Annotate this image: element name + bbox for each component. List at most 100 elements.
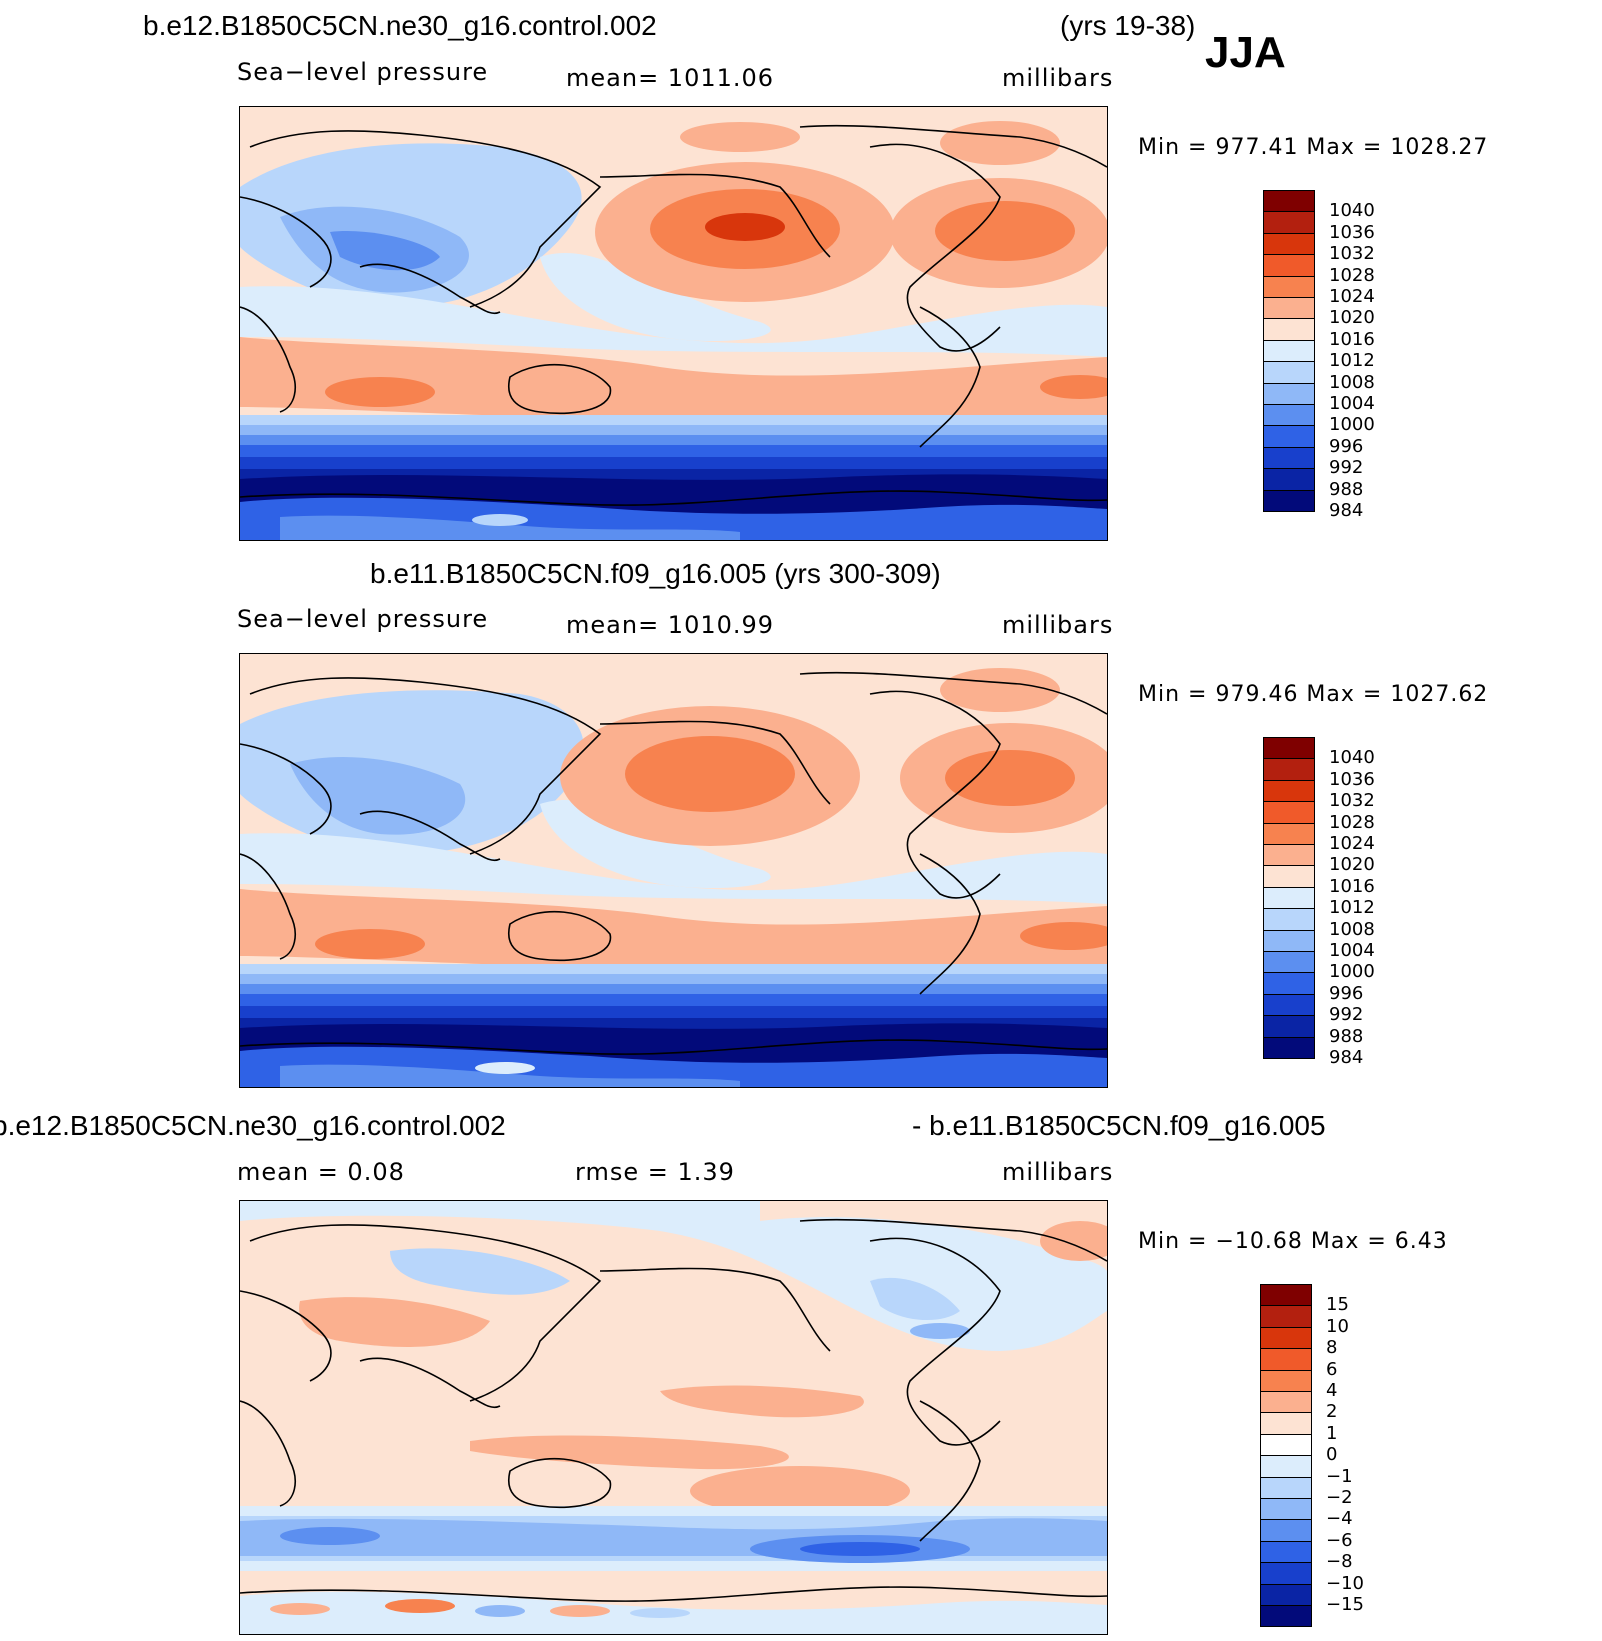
colorbar-swatch (1263, 844, 1315, 867)
colorbar-label: 988 (1329, 478, 1364, 500)
colorbar-swatch (1260, 1433, 1312, 1457)
colorbar-swatch (1263, 865, 1315, 888)
colorbar-label: 1036 (1329, 768, 1375, 790)
colorbar-swatch (1263, 779, 1315, 803)
panel1-map-field (240, 107, 1107, 540)
panel3-rmse: rmse = 1.39 (575, 1158, 735, 1186)
colorbar-label: 1012 (1329, 897, 1375, 919)
panel1-years: (yrs 19-38) (1060, 10, 1196, 41)
colorbar-swatch (1260, 1605, 1312, 1628)
colorbar-label: 1 (1326, 1422, 1338, 1444)
colorbar-swatch (1260, 1455, 1312, 1478)
panel2-variable: Sea−level pressure (237, 605, 489, 633)
colorbar-label: 984 (1329, 500, 1364, 521)
panel3-title-left: b.e12.B1850C5CN.ne30_g16.control.002 (0, 1110, 506, 1141)
colorbar-label: 1024 (1329, 286, 1375, 307)
colorbar-swatch (1260, 1348, 1312, 1371)
colorbar-swatch (1263, 489, 1315, 512)
panel3-map-field (240, 1201, 1107, 1634)
colorbar-label: 1020 (1329, 854, 1375, 876)
panel1-title: b.e12.B1850C5CN.ne30_g16.control.002 (143, 10, 657, 41)
panel2-title: b.e11.B1850C5CN.f09_g16.005 (yrs 300-309… (370, 558, 941, 589)
panel2-units: millibars (1002, 611, 1114, 639)
panel3-units: millibars (1002, 1158, 1114, 1186)
colorbar-label: 984 (1329, 1047, 1364, 1068)
colorbar-label: 1028 (1329, 264, 1375, 286)
colorbar-label: 1036 (1329, 221, 1375, 243)
colorbar-swatch (1263, 886, 1315, 910)
colorbar-swatch (1263, 254, 1315, 277)
colorbar-swatch (1263, 297, 1315, 320)
colorbar-swatch (1263, 822, 1315, 845)
colorbar-label: 1040 (1329, 200, 1375, 222)
colorbar-label: 4 (1326, 1380, 1338, 1401)
panel1-units: millibars (1002, 64, 1114, 92)
colorbar-swatch (1263, 951, 1315, 974)
panel2-map (239, 653, 1108, 1088)
colorbar-swatch (1260, 1412, 1312, 1435)
colorbar-label: 15 (1326, 1294, 1349, 1316)
colorbar-label: 8 (1326, 1337, 1338, 1359)
colorbar-label: 1008 (1329, 918, 1375, 940)
colorbar-label: −1 (1326, 1465, 1353, 1487)
colorbar-label: 1040 (1329, 747, 1375, 769)
panel3-map (239, 1200, 1108, 1635)
colorbar-label: 1024 (1329, 833, 1375, 854)
colorbar-swatch (1260, 1391, 1312, 1414)
colorbar-label: 10 (1326, 1315, 1349, 1337)
panel1-colorbar: 1040 1036 1032 1028 1024 1020 1016 1012 1008 1004… (1263, 190, 1383, 532)
colorbar-swatch (1260, 1305, 1312, 1328)
colorbar-label: −4 (1326, 1508, 1353, 1530)
colorbar-label: 1012 (1329, 350, 1375, 372)
colorbar-swatch (1263, 361, 1315, 384)
colorbar-label: 992 (1329, 457, 1364, 479)
colorbar-swatch (1263, 972, 1315, 995)
colorbar-label: −10 (1326, 1572, 1364, 1594)
colorbar-label: 996 (1329, 982, 1364, 1004)
colorbar-swatch (1260, 1476, 1312, 1499)
colorbar-swatch (1260, 1562, 1312, 1585)
panel1-map (239, 106, 1108, 541)
panel2-colorbar: 1040 1036 1032 1028 1024 1020 1016 1012 1008 1004… (1263, 737, 1383, 1079)
panel2-map-field (240, 654, 1107, 1087)
colorbar-swatch (1263, 275, 1315, 298)
colorbar-label: 1004 (1329, 940, 1375, 961)
colorbar-label: 1032 (1329, 790, 1375, 812)
colorbar-swatch (1263, 318, 1315, 341)
colorbar-label: 1004 (1329, 393, 1375, 414)
colorbar-swatch (1263, 404, 1315, 427)
colorbar-swatch (1263, 993, 1315, 1017)
colorbar-label: 2 (1326, 1401, 1338, 1423)
colorbar-swatch (1263, 211, 1315, 234)
colorbar-swatch (1260, 1519, 1312, 1542)
colorbar-label: 988 (1329, 1025, 1364, 1047)
colorbar-label: 1000 (1329, 961, 1375, 983)
colorbar-label: −6 (1326, 1529, 1353, 1551)
colorbar-label: 1016 (1329, 328, 1375, 350)
colorbar-label: 996 (1329, 435, 1364, 457)
colorbar-swatch (1263, 1015, 1315, 1038)
colorbar-swatch (1263, 908, 1315, 931)
colorbar-swatch (1260, 1284, 1312, 1307)
colorbar-swatch (1263, 232, 1315, 256)
panel1-variable: Sea−level pressure (237, 58, 489, 86)
colorbar-swatch (1260, 1498, 1312, 1521)
panel3-minmax: Min = −10.68 Max = 6.43 (1138, 1229, 1448, 1254)
colorbar-label: −8 (1326, 1551, 1353, 1573)
panel1-mean: mean= 1011.06 (566, 64, 775, 92)
season-label: JJA (1205, 28, 1286, 77)
colorbar-swatch (1260, 1540, 1312, 1564)
colorbar-swatch (1263, 339, 1315, 363)
panel2-minmax: Min = 979.46 Max = 1027.62 (1138, 682, 1489, 707)
colorbar-label: 1020 (1329, 307, 1375, 329)
colorbar-label: 1032 (1329, 243, 1375, 265)
colorbar-label: 1008 (1329, 371, 1375, 393)
colorbar-label: 1028 (1329, 811, 1375, 833)
colorbar-swatch (1263, 929, 1315, 952)
colorbar-swatch (1263, 758, 1315, 781)
colorbar-swatch (1263, 190, 1315, 213)
panel3-mean: mean = 0.08 (237, 1158, 405, 1186)
colorbar-swatch (1263, 446, 1315, 470)
colorbar-label: 992 (1329, 1004, 1364, 1026)
colorbar-swatch (1263, 382, 1315, 405)
